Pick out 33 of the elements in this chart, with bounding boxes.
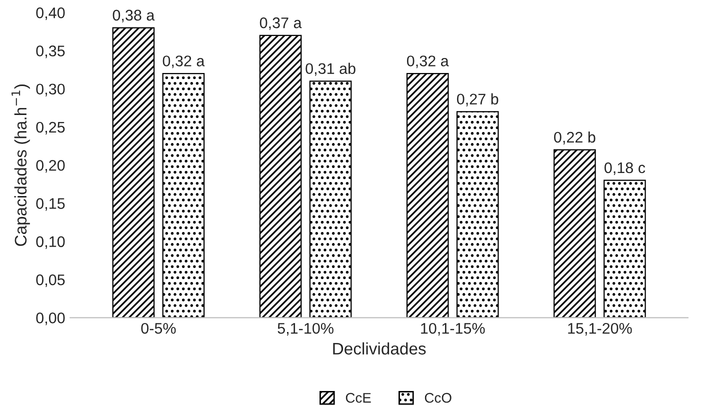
y-tick-label: 0,15: [36, 198, 65, 211]
data-label: 0,38 a: [112, 10, 155, 22]
y-tick-label: 0,10: [36, 236, 65, 249]
y-tick-label: 0,05: [36, 274, 65, 288]
y-tick-label: 0,30: [36, 84, 65, 96]
bar: [406, 73, 449, 318]
bar: [309, 80, 352, 318]
bar: [112, 27, 155, 318]
x-tick-label: 15,1-20%: [568, 322, 632, 336]
y-tick-label: 0,40: [36, 7, 65, 20]
data-label: 0,18 c: [604, 162, 646, 175]
data-label: 0,32 a: [162, 56, 205, 68]
y-tick-label: 0,25: [36, 122, 65, 134]
x-tick-label: 5,1-10%: [278, 322, 334, 336]
bar: [604, 180, 646, 318]
data-label: 0,37 a: [260, 17, 302, 30]
data-label: 0,32 a: [406, 56, 449, 68]
x-tick-label: 0-5%: [141, 322, 176, 334]
bar: [259, 34, 302, 318]
bar: [456, 111, 499, 318]
x-tick-label: 10,1-15%: [421, 322, 485, 336]
data-label: 0,31 ab: [306, 62, 356, 76]
bar: [554, 149, 596, 318]
y-tick-label: 0,35: [36, 46, 65, 58]
data-label: 0,22 b: [554, 131, 596, 144]
data-label: 0,27 b: [456, 93, 498, 106]
y-axis-title: Capacidades (ha.h$^{−1}$): [12, 84, 30, 246]
y-tick-label: 0,00: [36, 312, 65, 326]
legend-label: CcE: [346, 392, 371, 403]
x-axis-title: Declividades: [333, 342, 426, 355]
y-tick-label: 0,20: [36, 160, 65, 173]
legend-label: CcO: [424, 392, 452, 403]
bar: [162, 73, 205, 318]
